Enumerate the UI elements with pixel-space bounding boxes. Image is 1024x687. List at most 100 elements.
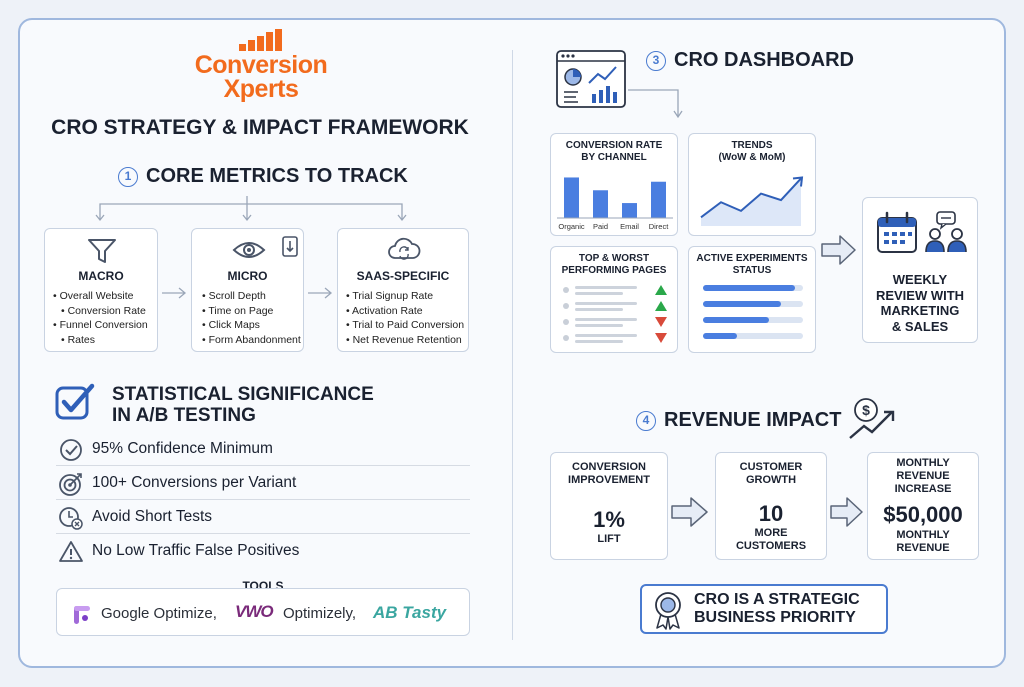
page-row <box>551 331 677 345</box>
page-row <box>551 283 677 297</box>
significance-row: 100+ Conversions per Variant <box>56 468 470 500</box>
experiments-progress-bars <box>703 285 803 349</box>
significance-row-text: No Low Traffic False Positives <box>92 542 300 559</box>
dashboard-monitor-icon <box>556 50 626 108</box>
strategic-priority-badge: CRO IS A STRATEGIC BUSINESS PRIORITY <box>640 584 888 634</box>
micro-item: Form Abandonment <box>202 333 302 348</box>
arrow-to-weekly-review <box>821 235 856 265</box>
arrow-to-customer-growth <box>671 497 708 527</box>
saas-item: Trial Signup Rate <box>346 289 468 304</box>
page-placeholder-line <box>575 302 637 305</box>
section3-title: CRO DASHBOARD <box>674 49 854 71</box>
monthly-revenue-value: $50,000 <box>883 502 963 527</box>
customer-growth-card: CUSTOMER GROWTH 10 MORE CUSTOMERS <box>715 452 827 560</box>
trends-line-chart <box>700 176 804 226</box>
google-optimize-logo-icon <box>74 606 90 624</box>
experiments-card-title-line1: ACTIVE EXPERIMENTS <box>696 253 808 264</box>
saas-metrics-list: Trial Signup Rate Activation Rate Trial … <box>346 289 468 347</box>
page-placeholder-line <box>575 292 623 295</box>
experiment-progress-bar <box>703 333 737 339</box>
section1-title: CORE METRICS TO TRACK <box>146 165 408 187</box>
micro-item: Scroll Depth <box>202 289 302 304</box>
column-divider <box>512 50 513 640</box>
trend-up-icon <box>655 285 667 295</box>
calendar-icon <box>877 211 917 253</box>
trends-card-title-line1: TRENDS <box>731 140 773 151</box>
trends-area <box>701 178 801 226</box>
team-meeting-icon <box>925 211 967 253</box>
section3-heading: 3 CRO DASHBOARD <box>646 49 854 72</box>
page-placeholder-line <box>575 286 637 289</box>
macro-metrics-card: MACRO Overall Website Conversion Rate Fu… <box>44 228 158 352</box>
micro-metrics-list: Scroll Depth Time on Page Click Maps For… <box>202 289 302 347</box>
check-circle-icon <box>60 439 82 461</box>
page-placeholder-line <box>575 308 623 311</box>
channel-bar <box>651 181 666 218</box>
channel-bar <box>593 190 608 218</box>
significance-row-text: Avoid Short Tests <box>92 508 213 525</box>
significance-row: 95% Confidence Minimum <box>56 434 470 466</box>
page-bullet <box>563 335 569 341</box>
trends-arrowhead <box>792 176 804 187</box>
cloud-sync-icon <box>388 237 421 260</box>
conversion-improvement-title: CONVERSION IMPROVEMENT <box>568 461 650 486</box>
micro-item: Time on Page <box>202 304 302 319</box>
scroll-document-icon <box>282 236 298 257</box>
experiment-progress-track <box>703 333 803 339</box>
target-icon <box>59 473 82 496</box>
conversion-improvement-value: 1% <box>593 507 625 532</box>
macro-metrics-list: Overall Website Conversion Rate Funnel C… <box>53 289 157 347</box>
weekly-review-card: WEEKLY REVIEW WITH MARKETING & SALES <box>862 197 978 343</box>
pages-card-title-line1: TOP & WORST <box>578 253 650 264</box>
svg-text:$: $ <box>862 402 870 418</box>
customer-growth-sub: MORE CUSTOMERS <box>735 527 807 552</box>
arrow-to-monthly-revenue <box>830 497 863 527</box>
strategic-priority-text: CRO IS A STRATEGIC BUSINESS PRIORITY <box>694 591 860 626</box>
tool-vwo: VWO <box>235 602 274 621</box>
arrow-macro-to-micro <box>162 287 187 299</box>
section3-number: 3 <box>646 50 666 71</box>
trends-card: TRENDS (WoW & MoM) <box>688 133 816 236</box>
micro-metrics-card: MICRO Scroll Depth Time on Page Click Ma… <box>191 228 304 352</box>
pages-list <box>551 283 677 351</box>
significance-row: No Low Traffic False Positives <box>56 536 470 568</box>
warning-icon <box>59 541 83 562</box>
page-bullet <box>563 287 569 293</box>
macro-card-title: MACRO <box>78 269 124 283</box>
macro-item: Overall Website <box>53 289 157 304</box>
channel-tick-label: Paid <box>593 222 608 231</box>
channel-bar-chart: Organic Paid Email Direct <box>557 177 673 231</box>
saas-item: Net Revenue Retention <box>346 333 468 348</box>
channel-card-title-line1: CONVERSION RATE <box>565 140 663 151</box>
significance-title-line2: IN A/B TESTING <box>112 405 256 426</box>
page-placeholder-line <box>575 318 637 321</box>
weekly-review-text: WEEKLY REVIEW WITH MARKETING & SALES <box>875 272 965 334</box>
active-experiments-card: ACTIVE EXPERIMENTS STATUS <box>688 246 816 353</box>
experiments-card-title-line2: STATUS <box>732 265 772 276</box>
conversion-improvement-card: CONVERSION IMPROVEMENT 1% LIFT <box>550 452 668 560</box>
revenue-growth-icon: $ <box>849 398 895 439</box>
significance-row: Avoid Short Tests <box>56 502 470 534</box>
trend-down-icon <box>655 317 667 327</box>
conversion-by-channel-card: CONVERSION RATE BY CHANNEL Organic Paid Em… <box>550 133 678 236</box>
clock-x-icon <box>59 507 83 530</box>
channel-tick-label: Organic <box>558 222 585 231</box>
significance-title-line1: STATISTICAL SIGNIFICANCE <box>112 384 374 405</box>
shield-check-icon <box>55 383 95 420</box>
section1-heading: 1 CORE METRICS TO TRACK <box>118 165 408 188</box>
page-bullet <box>563 319 569 325</box>
funnel-icon <box>88 239 116 263</box>
experiment-progress-bar <box>703 301 781 307</box>
brand-logo-line2: Xperts <box>223 75 299 103</box>
saas-card-title: SAAS-SPECIFIC <box>356 269 450 283</box>
saas-item: Trial to Paid Conversion <box>346 318 468 333</box>
page-row <box>551 315 677 329</box>
monthly-revenue-title: MONTHLY REVENUE INCREASE <box>894 457 952 495</box>
section1-connector-lines <box>95 196 407 222</box>
trend-up-icon <box>655 301 667 311</box>
pages-card-title-line2: PERFORMING PAGES <box>561 265 667 276</box>
eye-icon <box>232 242 266 258</box>
macro-item: Rates <box>53 333 157 348</box>
channel-tick-label: Email <box>620 222 639 231</box>
brand-bars-icon <box>239 29 282 51</box>
